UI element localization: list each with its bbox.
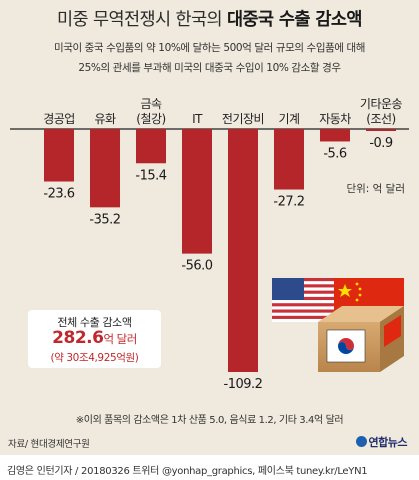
description-line-1: 미국이 중국 수입품의 약 10%에 달하는 500억 달러 규모의 수입품에 …	[53, 42, 366, 54]
category-labels: 경공업 유화 금속(철강) IT 전기장비 기계 자동차 기타운송(조선)	[43, 97, 403, 126]
value-label: -5.6	[323, 146, 347, 161]
value-label: -0.9	[369, 136, 393, 151]
bar	[366, 129, 396, 132]
category-label: 경공업	[43, 112, 75, 126]
bar	[182, 129, 212, 254]
yonhap-logo-icon	[355, 436, 367, 447]
yonhap-logo: 연합뉴스	[355, 434, 408, 450]
category-label: (철강)	[136, 112, 165, 126]
total-won-equivalent: (약 30조4,925억원)	[50, 352, 139, 364]
source: 자료/ 현대경제연구원	[8, 439, 90, 450]
category-label: 자동차	[319, 112, 351, 126]
category-label: 유화	[94, 112, 116, 126]
value-labels: -23.6 -35.2 -15.4 -56.0 -109.2 -27.2 -5.6 -0.9	[43, 136, 393, 392]
total-label: 전체 수출 감소액	[57, 316, 132, 329]
title-prefix: 미중 무역전쟁시 한국의	[57, 10, 227, 30]
category-label: 기타운송	[360, 97, 403, 111]
category-label: 기계	[278, 112, 299, 126]
logo-text: 연합뉴스	[368, 436, 408, 449]
value-label: -35.2	[89, 212, 120, 227]
bar	[320, 129, 350, 142]
total-summary-box: 전체 수출 감소액 282.6억 달러 (약 30조4,925억원)	[28, 310, 161, 368]
footnote: ※이외 품목의 감소액은 1차 산품 5.0, 음식료 1.2, 기타 3.4억…	[75, 415, 344, 426]
export-box-icon	[318, 306, 404, 372]
bars-group	[44, 129, 396, 372]
bar	[44, 129, 74, 182]
bar	[228, 129, 258, 372]
value-label: -23.6	[43, 187, 74, 202]
total-unit: 억 달러	[103, 332, 137, 346]
bar-chart: 경공업 유화 금속(철강) IT 전기장비 기계 자동차 기타운송(조선) -23.6 -35.…	[10, 97, 409, 392]
value-label: -109.2	[224, 377, 263, 392]
total-value: 282.6	[52, 328, 104, 348]
category-label: (조선)	[366, 112, 395, 126]
value-label: -27.2	[273, 195, 304, 210]
bar	[90, 129, 120, 208]
category-label: 전기장비	[222, 112, 264, 126]
credit-bar: 김영은 인턴기자 / 20180326 트위터 @yonhap_graphics…	[0, 455, 419, 480]
title-bold: 대중국 수출 감소액	[226, 10, 363, 30]
category-label: IT	[192, 112, 203, 126]
value-label: -15.4	[135, 168, 166, 183]
unit-label: 단위: 억 달러	[346, 182, 405, 195]
chart-title: 미중 무역전쟁시 한국의 대중국 수출 감소액	[0, 6, 419, 31]
bar	[136, 129, 166, 164]
credit-text: 김영은 인턴기자 / 20180326 트위터 @yonhap_graphics…	[7, 466, 368, 477]
us-flag-icon	[272, 278, 344, 322]
chart-description: 미국이 중국 수입품의 약 10%에 달하는 500억 달러 규모의 수입품에 …	[0, 38, 419, 78]
value-label: -56.0	[181, 259, 212, 274]
total-value-line: 282.6억 달러	[28, 328, 161, 348]
bar	[274, 129, 304, 190]
description-line-2: 25%의 관세를 부과해 미국의 대중국 수입이 10% 감소할 경우	[78, 62, 341, 74]
category-label: 금속	[140, 97, 162, 111]
